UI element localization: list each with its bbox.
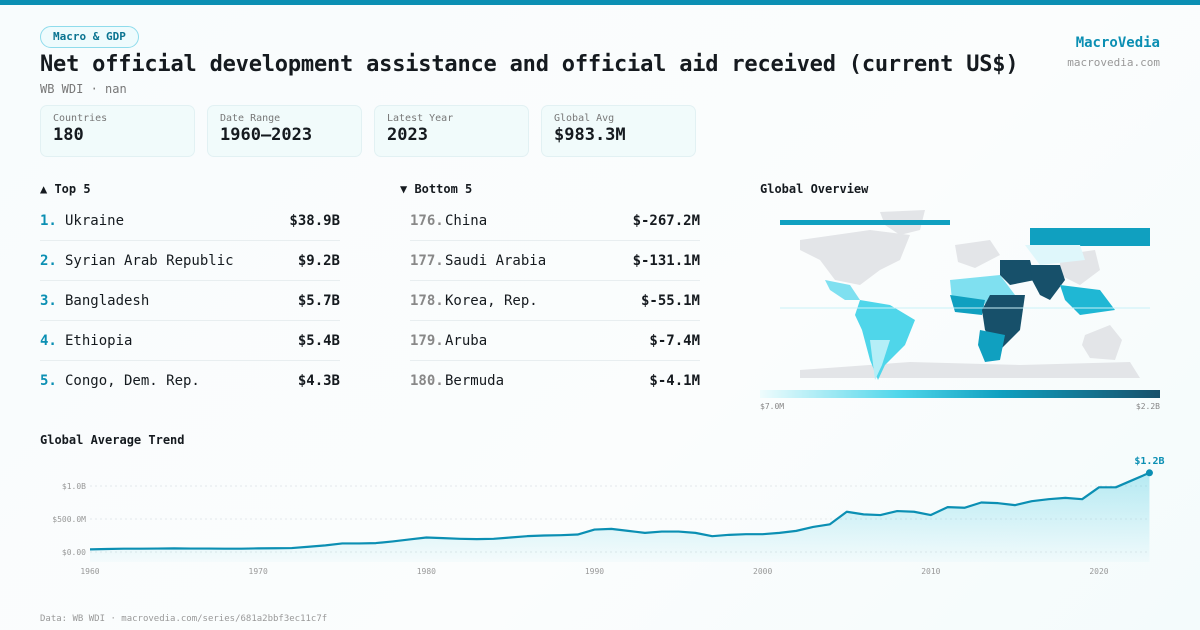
map-region-southeast-asia: [1060, 285, 1115, 315]
footer-source: Data: WB WDI · macrovedia.com/series/681…: [40, 614, 328, 624]
stat-value: 180: [53, 125, 84, 145]
map-region-antarctica: [800, 362, 1140, 378]
country-name: Bangladesh: [65, 292, 150, 309]
trend-heading: Global Average Trend: [40, 433, 185, 447]
trend-area: [90, 472, 1150, 562]
list-item[interactable]: 1. Ukraine $38.9B: [40, 201, 340, 241]
country-value: $-55.1M: [640, 292, 700, 309]
top-accent-bar: [0, 0, 1200, 5]
global-average-trend-chart: $0.00 $500.0M $1.0B 1960 1970 1980 1990 2000 201…: [52, 456, 1164, 576]
map-color-legend: [760, 390, 1160, 398]
list-item[interactable]: 179. Aruba $-7.4M: [410, 321, 700, 361]
country-name: China: [445, 212, 488, 229]
country-value: $38.9B: [289, 212, 340, 229]
map-region-south-asia: [1030, 265, 1065, 300]
top5-heading: ▲ Top 5: [40, 182, 91, 196]
list-item[interactable]: 176. China $-267.2M: [410, 201, 700, 241]
x-tick-label: 1980: [417, 567, 436, 576]
country-name: Saudi Arabia: [445, 252, 547, 269]
page-title: Net official development assistance and …: [40, 52, 1019, 77]
stat-value: 1960–2023: [220, 125, 313, 145]
legend-max-label: $2.2B: [1135, 402, 1160, 411]
stat-label: Date Range: [220, 113, 281, 124]
map-region-north-america: [800, 230, 910, 285]
bottom5-heading: ▼ Bottom 5: [400, 182, 473, 196]
map-region-australia: [1082, 325, 1122, 360]
country-value: $-4.1M: [649, 373, 700, 389]
rank: 1.: [40, 212, 57, 229]
y-tick-label: $500.0M: [52, 515, 86, 524]
rank: 179.: [410, 332, 444, 349]
top5-list: 1. Ukraine $38.9B 2. Syrian Arab Republic $9…: [40, 201, 340, 401]
rank: 3.: [40, 292, 57, 309]
rank: 180.: [410, 373, 444, 389]
brand[interactable]: MacroVedia macrovedia.com: [1067, 35, 1160, 69]
map-region-europe: [955, 240, 1000, 268]
x-tick-label: 1990: [585, 567, 604, 576]
country-value: $-7.4M: [649, 332, 700, 349]
country-name: Syrian Arab Republic: [65, 252, 234, 269]
rank: 178.: [410, 292, 444, 309]
rank: 177.: [410, 252, 444, 269]
rank: 4.: [40, 332, 57, 349]
last-point-marker: [1145, 469, 1153, 477]
stat-value: 2023: [387, 125, 428, 145]
legend-min-label: $7.0M: [760, 402, 785, 411]
stat-label: Global Avg: [554, 113, 615, 124]
country-value: $5.7B: [297, 292, 340, 309]
rank: 5.: [40, 373, 57, 389]
map-region-south-cone: [870, 340, 890, 380]
country-value: $5.4B: [297, 332, 340, 349]
rank: 176.: [410, 212, 444, 229]
trend-line: [89, 471, 1150, 551]
page-subtitle: WB WDI · nan: [40, 82, 127, 96]
stat-label: Latest Year: [387, 113, 454, 124]
country-value: $-131.1M: [632, 252, 700, 269]
country-name: Ukraine: [65, 212, 125, 229]
brand-url: macrovedia.com: [1067, 56, 1160, 69]
country-value: $4.3B: [297, 373, 340, 389]
stat-card-date-range: Date Range 1960–2023: [207, 105, 362, 157]
map-region-central-america: [825, 280, 860, 300]
list-item[interactable]: 180. Bermuda $-4.1M: [410, 361, 700, 401]
list-item[interactable]: 2. Syrian Arab Republic $9.2B: [40, 241, 340, 281]
x-tick-label: 2000: [753, 567, 772, 576]
x-tick-label: 2020: [1089, 567, 1108, 576]
y-tick-label: $1.0B: [62, 482, 86, 491]
country-name: Congo, Dem. Rep.: [65, 373, 200, 389]
x-tick-label: 1970: [249, 567, 268, 576]
map-heading: Global Overview: [760, 182, 869, 196]
stat-card-countries: Countries 180: [40, 105, 195, 157]
country-value: $9.2B: [297, 252, 340, 269]
world-choropleth-map[interactable]: [760, 200, 1160, 385]
x-tick-label: 1960: [80, 567, 99, 576]
last-value-label: $1.2B: [1134, 456, 1164, 467]
stat-label: Countries: [53, 113, 108, 124]
x-tick-label: 2010: [921, 567, 940, 576]
stat-card-global-avg: Global Avg $983.3M: [541, 105, 696, 157]
category-tag[interactable]: Macro & GDP: [40, 26, 139, 48]
stat-value: $983.3M: [554, 125, 626, 145]
brand-name: MacroVedia: [1075, 35, 1160, 51]
list-item[interactable]: 4. Ethiopia $5.4B: [40, 321, 340, 361]
bottom5-list: 176. China $-267.2M 177. Saudi Arabia $-131.…: [410, 201, 700, 401]
map-region-central-asia: [1025, 245, 1085, 265]
stat-card-latest-year: Latest Year 2023: [374, 105, 529, 157]
y-tick-label: $0.00: [62, 548, 86, 557]
country-name: Ethiopia: [65, 332, 133, 349]
country-name: Aruba: [445, 332, 488, 349]
country-name: Bermuda: [445, 373, 505, 389]
country-name: Korea, Rep.: [445, 292, 538, 309]
list-item[interactable]: 3. Bangladesh $5.7B: [40, 281, 340, 321]
map-region-west-africa: [950, 295, 985, 315]
map-region-arctic-band: [780, 220, 950, 225]
list-item[interactable]: 178. Korea, Rep. $-55.1M: [410, 281, 700, 321]
map-region-middle-east: [1000, 260, 1035, 285]
country-value: $-267.2M: [632, 212, 700, 229]
map-region-southern-africa: [978, 330, 1005, 362]
rank: 2.: [40, 252, 57, 269]
list-item[interactable]: 177. Saudi Arabia $-131.1M: [410, 241, 700, 281]
map-region-russia: [1030, 228, 1150, 246]
list-item[interactable]: 5. Congo, Dem. Rep. $4.3B: [40, 361, 340, 401]
